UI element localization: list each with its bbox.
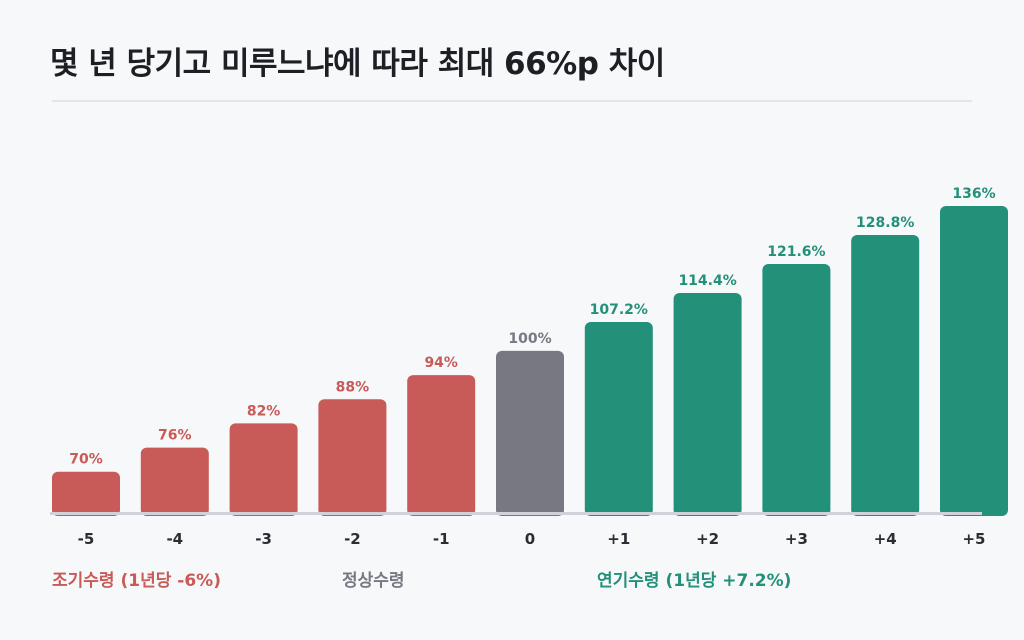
group-label-normal: 정상수령: [342, 571, 405, 591]
bar-value-label: 82%: [247, 403, 281, 419]
bar-+1: [584, 322, 653, 516]
title-divider: [52, 100, 972, 102]
x-tick-label: -2: [344, 530, 361, 548]
bar--4: [140, 447, 209, 516]
x-axis-baseline: [50, 512, 982, 515]
chart-title: 몇 년 당기고 미루느냐에 따라 최대 66%p 차이: [50, 46, 665, 82]
bar-+3: [762, 264, 831, 516]
bar-0: [496, 350, 564, 516]
x-tick-label: 0: [525, 530, 535, 548]
bar--1: [407, 375, 476, 516]
x-tick-label: +5: [962, 530, 985, 548]
group-label-late: 연기수령 (1년당 +7.2%): [597, 571, 792, 591]
x-tick-label: -5: [78, 530, 95, 548]
bar--2: [318, 399, 387, 516]
bar--3: [229, 423, 298, 516]
bar-value-label: 114.4%: [678, 273, 736, 289]
bar-value-label: 136%: [952, 186, 995, 202]
x-tick-label: -3: [255, 530, 272, 548]
bar-value-label: 70%: [69, 452, 103, 468]
bar-value-label: 88%: [336, 379, 370, 395]
x-tick-label: +4: [874, 530, 897, 548]
x-tick-label: +3: [785, 530, 808, 548]
bar-value-label: 94%: [424, 355, 458, 371]
x-tick-label: +2: [696, 530, 719, 548]
group-label-early: 조기수령 (1년당 -6%): [52, 571, 221, 591]
bar--5: [52, 471, 120, 516]
bar-value-label: 107.2%: [590, 302, 648, 318]
x-tick-label: -4: [166, 530, 183, 548]
bar-value-label: 128.8%: [856, 215, 914, 231]
bar-value-label: 76%: [158, 428, 192, 444]
bar-+5: [940, 206, 1008, 516]
bar-value-label: 121.6%: [767, 244, 825, 260]
x-tick-label: +1: [607, 530, 630, 548]
x-tick-label: -1: [433, 530, 450, 548]
bar-+4: [851, 235, 920, 516]
bar-value-label: 100%: [508, 331, 551, 347]
bar-+2: [673, 293, 742, 516]
